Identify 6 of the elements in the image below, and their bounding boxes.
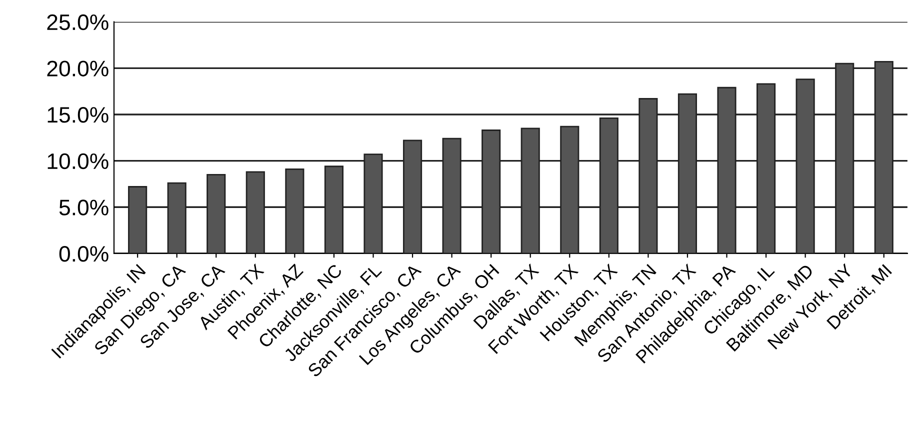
- y-tick-label: 25.0%: [47, 14, 108, 30]
- y-tick-label: 5.0%: [59, 200, 108, 216]
- y-tick-label: 15.0%: [48, 107, 108, 123]
- y-tick-label: 0.0%: [59, 246, 108, 262]
- y-tick-label: 20.0%: [47, 60, 108, 76]
- y-tick-label: 10.0%: [48, 153, 108, 170]
